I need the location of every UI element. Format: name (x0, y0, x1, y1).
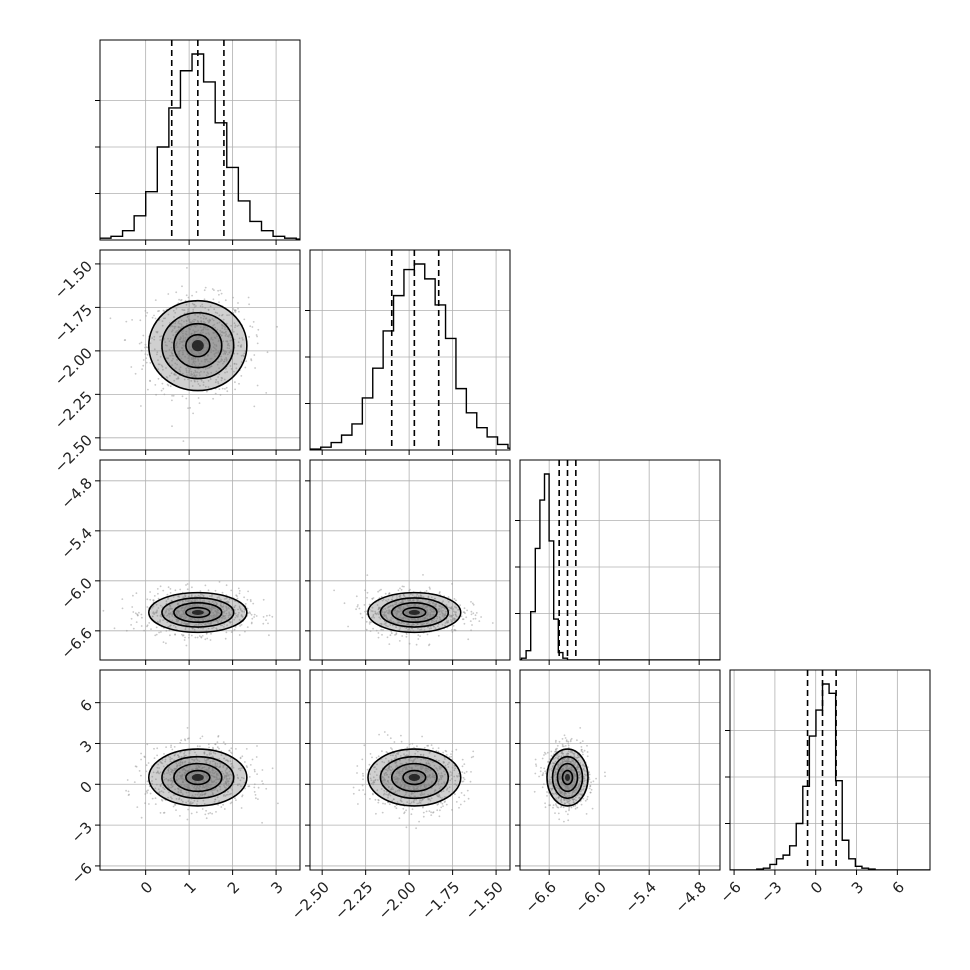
panel-frame (99, 459, 301, 661)
panel-frame (99, 249, 301, 451)
contour-line (161, 597, 235, 628)
panel-frame (729, 669, 931, 871)
x-tick-label: −6.6 (521, 878, 559, 916)
y-tick-label: −3 (68, 818, 96, 846)
x-tick-label: 0 (137, 878, 156, 897)
scatter-panel-1-0: −1.50−1.75−2.00−2.25−2.50 (51, 249, 301, 476)
histogram-panel-0 (95, 39, 301, 245)
contour-line (561, 769, 574, 786)
y-tick-label: −2.50 (51, 431, 96, 476)
y-tick-label: −6.0 (58, 574, 96, 612)
x-tick-label: −4.8 (671, 878, 709, 916)
x-tick-label: −6 (716, 878, 744, 906)
x-tick-label: −3 (757, 878, 785, 906)
x-tick-label: −1.75 (418, 878, 463, 923)
y-tick-label: −1.50 (51, 257, 96, 302)
y-tick-label: −1.75 (51, 301, 96, 346)
panel-frame (309, 669, 511, 871)
panel-frame (99, 669, 301, 871)
contour-line (161, 311, 235, 380)
contour-line (556, 762, 579, 793)
histogram-step (310, 263, 510, 450)
contour-line (367, 748, 462, 807)
contour-line (185, 769, 211, 786)
histogram-step (520, 473, 720, 660)
x-tick-label: −2.00 (375, 878, 420, 923)
y-tick-label: 0 (77, 778, 96, 797)
x-tick-label: −6.0 (571, 878, 609, 916)
contour-line (148, 591, 248, 634)
contour-line (402, 606, 427, 619)
density-shade (408, 610, 421, 615)
histogram-panel-1 (305, 249, 511, 455)
scatter-panel-3-2: −6.6 −6.0 −5.4 −4.8 (515, 669, 721, 917)
x-tick-label: −2.50 (288, 878, 333, 923)
contour-line (148, 299, 248, 392)
contour-line (367, 591, 462, 634)
y-tick-label: −6.6 (58, 624, 96, 662)
x-tick-label: −2.25 (331, 878, 376, 923)
histogram-step (730, 683, 930, 870)
y-tick-label: −2.00 (51, 344, 96, 389)
contour-line (379, 755, 450, 800)
y-tick-label: −2.25 (51, 388, 96, 433)
panel-frame (309, 249, 511, 451)
x-tick-label: 3 (848, 878, 867, 897)
scatter-panel-3-0: 0 1 2 3 6 3 0 −3 −6 (68, 669, 301, 898)
scatter-panel-2-0: −4.8 −5.4 −6.0 −6.6 (58, 459, 301, 665)
density-shade (408, 773, 421, 782)
density-shade (565, 773, 570, 782)
y-tick-label: 3 (77, 737, 96, 756)
x-tick-label: 3 (267, 878, 286, 897)
contour-line (390, 601, 438, 623)
x-tick-label: 2 (224, 878, 243, 897)
x-tick-label: 6 (889, 878, 908, 897)
contour-line (185, 606, 211, 619)
contour-line (173, 762, 223, 793)
y-tick-label: −4.8 (58, 474, 96, 512)
density-shade (191, 773, 204, 782)
x-tick-label: 1 (180, 878, 199, 897)
panel-frame (519, 669, 721, 871)
contour-line (379, 597, 450, 628)
contour-line (551, 755, 584, 800)
scatter-panel-3-1: −2.50−2.25−2.00−1.75−1.50 (288, 669, 511, 923)
contour-line (546, 748, 589, 807)
contour-line (173, 601, 223, 623)
contour-line (173, 322, 223, 369)
histogram-panel-3: −6 −3 0 3 6 (716, 669, 931, 906)
density-shade (191, 340, 204, 352)
contour-line (402, 769, 427, 786)
y-tick-label: −6 (68, 859, 96, 887)
y-tick-label: 6 (77, 696, 96, 715)
x-tick-label: −1.50 (462, 878, 507, 923)
panel-frame (519, 459, 721, 661)
panel-frame (309, 459, 511, 661)
scatter-panel-2-1 (305, 459, 511, 665)
contour-line (148, 748, 248, 807)
contour-line (161, 755, 235, 800)
x-tick-label: 0 (807, 878, 826, 897)
x-tick-label: −5.4 (621, 878, 659, 916)
histogram-panel-2 (515, 459, 721, 665)
y-tick-label: −5.4 (58, 524, 96, 562)
contour-line (185, 333, 211, 358)
contour-line (390, 762, 438, 793)
density-shade (191, 610, 204, 615)
panel-frame (99, 39, 301, 241)
